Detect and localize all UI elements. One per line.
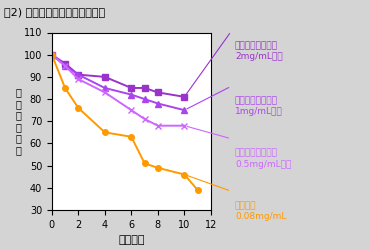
Text: 表2) ルテインの光劣化防止効果: 表2) ルテインの光劣化防止効果: [4, 8, 105, 18]
Y-axis label: 残
存
率
（
％
）: 残 存 率 （ ％ ）: [15, 87, 21, 155]
Text: ツルレンゲエキス
2mg/mL添加: ツルレンゲエキス 2mg/mL添加: [235, 41, 283, 61]
Text: ツルレンゲエキス
0.5mg/mL添加: ツルレンゲエキス 0.5mg/mL添加: [235, 149, 291, 169]
Text: ルテイン
0.08mg/mL: ルテイン 0.08mg/mL: [235, 201, 286, 221]
Text: ツルレンゲエキス
1mg/mL添加: ツルレンゲエキス 1mg/mL添加: [235, 96, 283, 116]
X-axis label: 経過日数: 経過日数: [118, 235, 145, 245]
